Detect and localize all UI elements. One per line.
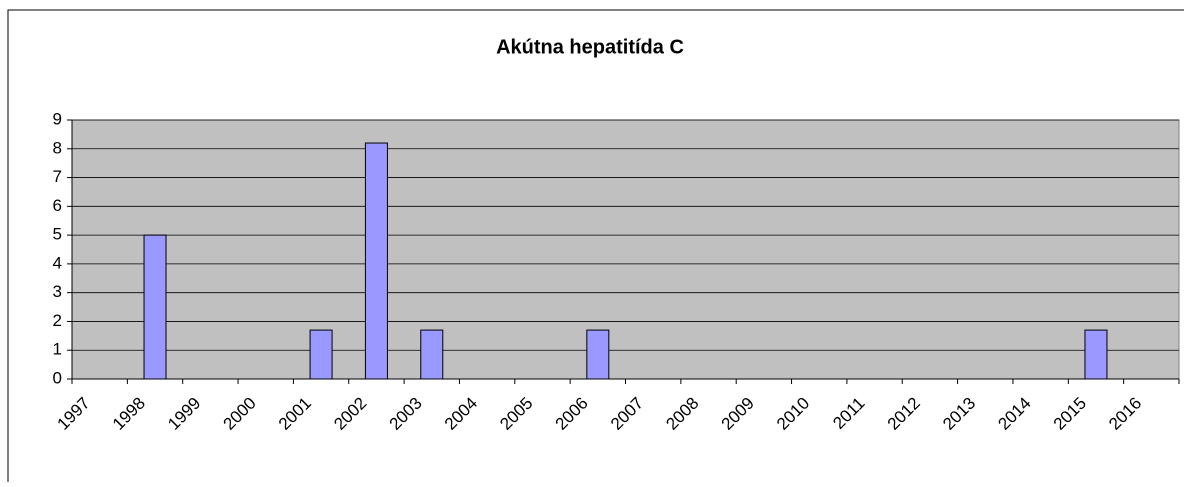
y-tick-label: 7 bbox=[53, 167, 62, 186]
plot-area bbox=[71, 119, 1180, 380]
y-tick-label: 6 bbox=[53, 196, 62, 215]
chart-frame bbox=[7, 9, 1184, 482]
y-tick-label: 8 bbox=[53, 138, 62, 157]
y-tick-label: 5 bbox=[53, 225, 62, 244]
bar bbox=[364, 142, 388, 380]
bar bbox=[143, 234, 167, 380]
y-tick-label: 9 bbox=[53, 109, 62, 128]
chart-title: Akútna hepatitída C bbox=[496, 36, 684, 58]
y-tick-label: 2 bbox=[53, 311, 62, 330]
bar bbox=[1084, 329, 1108, 380]
bar bbox=[420, 329, 444, 380]
bar bbox=[586, 329, 610, 380]
y-tick-label: 4 bbox=[53, 253, 62, 272]
bar bbox=[309, 329, 333, 380]
y-tick-label: 3 bbox=[53, 282, 62, 301]
y-tick-label: 1 bbox=[53, 340, 62, 359]
y-tick-label: 0 bbox=[53, 368, 62, 387]
